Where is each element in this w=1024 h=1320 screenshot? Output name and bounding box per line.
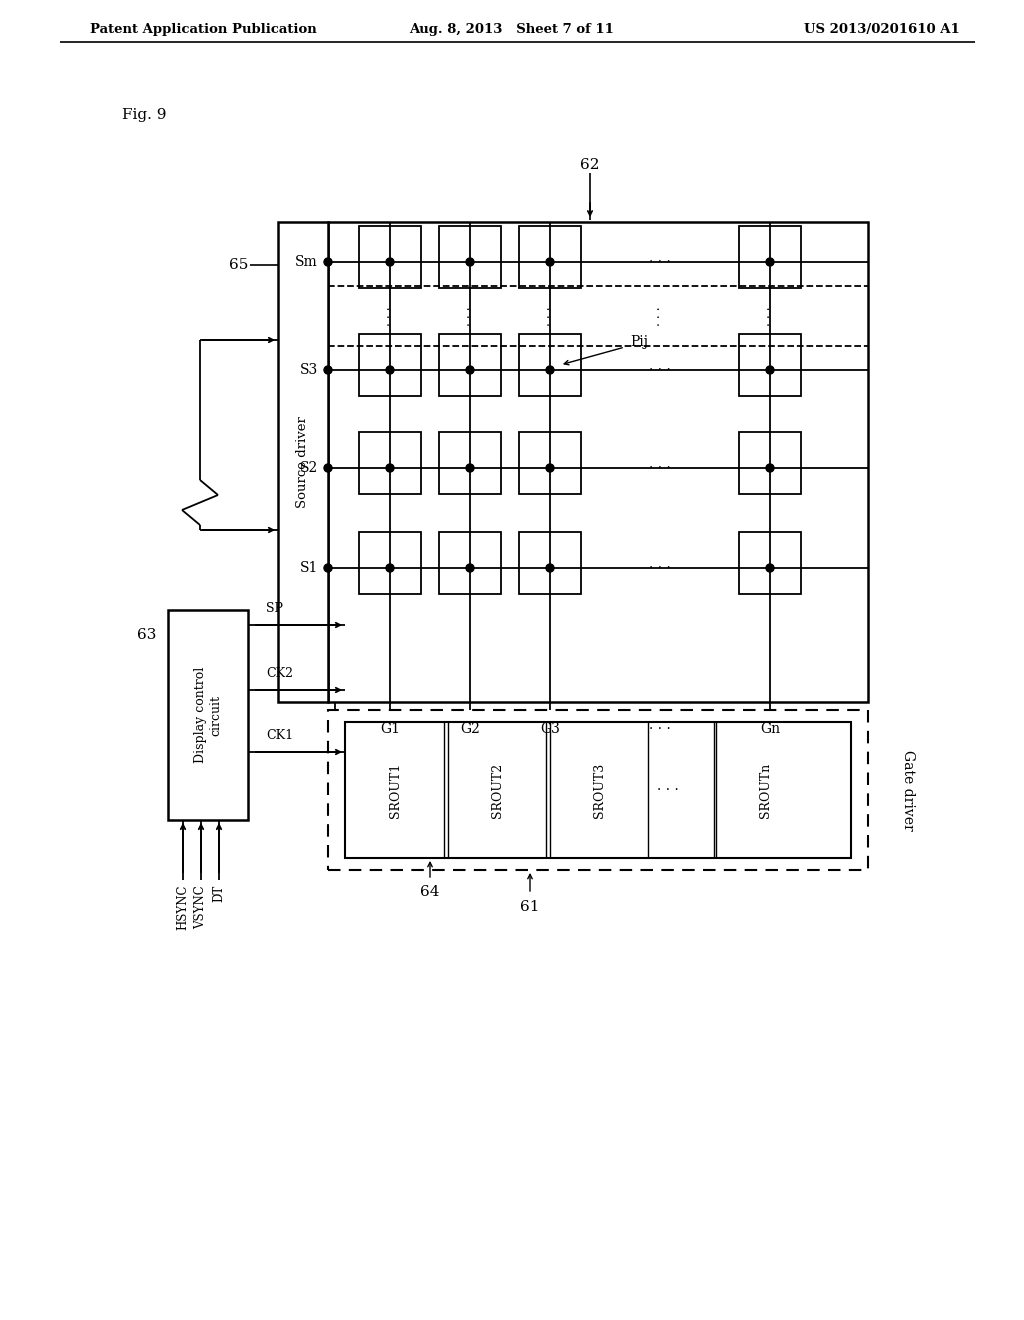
Bar	[519, 226, 581, 288]
Bar	[439, 532, 501, 594]
Bar	[328, 222, 868, 702]
Text: · · ·: · · ·	[544, 306, 556, 326]
Text: SROUT2: SROUT2	[490, 763, 504, 817]
Circle shape	[324, 465, 332, 473]
Text: CK1: CK1	[266, 729, 293, 742]
Bar	[359, 334, 421, 396]
Bar	[328, 710, 868, 870]
Text: S3: S3	[300, 363, 318, 378]
Circle shape	[766, 366, 774, 374]
Text: Sm: Sm	[295, 255, 318, 269]
Circle shape	[324, 564, 332, 572]
Text: DT: DT	[213, 884, 225, 903]
Text: Gn: Gn	[760, 722, 780, 737]
Text: G2: G2	[460, 722, 480, 737]
Text: · · ·: · · ·	[649, 722, 671, 737]
Text: Fig. 9: Fig. 9	[122, 108, 167, 121]
Circle shape	[324, 366, 332, 374]
Bar	[359, 226, 421, 288]
Text: 64: 64	[420, 884, 439, 899]
Circle shape	[766, 465, 774, 473]
Text: CK2: CK2	[266, 667, 293, 680]
Text: Display control
circuit: Display control circuit	[194, 667, 222, 763]
Text: · · ·: · · ·	[657, 783, 679, 797]
Circle shape	[324, 257, 332, 267]
Circle shape	[546, 465, 554, 473]
Text: SROUTn: SROUTn	[759, 763, 771, 817]
Circle shape	[546, 564, 554, 572]
Bar	[359, 532, 421, 594]
Text: 62: 62	[581, 158, 600, 172]
Bar	[519, 334, 581, 396]
Circle shape	[386, 465, 394, 473]
Text: 65: 65	[228, 257, 248, 272]
Text: 61: 61	[520, 900, 540, 913]
Circle shape	[386, 366, 394, 374]
Text: · · ·: · · ·	[653, 306, 667, 326]
Circle shape	[766, 564, 774, 572]
Text: · · ·: · · ·	[464, 306, 476, 326]
Bar	[739, 226, 801, 288]
Circle shape	[466, 465, 474, 473]
Text: HSYNC: HSYNC	[176, 884, 189, 931]
Text: Source driver: Source driver	[297, 416, 309, 508]
Bar	[345, 722, 851, 858]
Text: SP: SP	[266, 602, 283, 615]
Bar	[739, 532, 801, 594]
Text: US 2013/0201610 A1: US 2013/0201610 A1	[804, 24, 961, 37]
Text: Patent Application Publication: Patent Application Publication	[90, 24, 316, 37]
Bar	[359, 432, 421, 494]
Circle shape	[546, 366, 554, 374]
Bar	[439, 334, 501, 396]
Circle shape	[386, 257, 394, 267]
Bar	[439, 226, 501, 288]
Circle shape	[386, 564, 394, 572]
Text: G1: G1	[380, 722, 400, 737]
Text: · · ·: · · ·	[764, 306, 776, 326]
Text: · · ·: · · ·	[649, 461, 671, 475]
Text: · · ·: · · ·	[649, 561, 671, 576]
Circle shape	[466, 257, 474, 267]
Bar	[739, 334, 801, 396]
Circle shape	[466, 564, 474, 572]
Text: SROUT1: SROUT1	[388, 763, 401, 817]
Text: VSYNC: VSYNC	[195, 884, 208, 929]
Text: G3: G3	[540, 722, 560, 737]
Text: · · ·: · · ·	[384, 306, 396, 326]
Circle shape	[766, 257, 774, 267]
Bar	[519, 432, 581, 494]
Text: S2: S2	[300, 461, 318, 475]
Bar	[739, 432, 801, 494]
Text: · · ·: · · ·	[649, 363, 671, 378]
Text: Pij: Pij	[630, 335, 648, 348]
Text: Aug. 8, 2013   Sheet 7 of 11: Aug. 8, 2013 Sheet 7 of 11	[410, 24, 614, 37]
Text: · · ·: · · ·	[649, 255, 671, 269]
Circle shape	[466, 366, 474, 374]
Bar	[439, 432, 501, 494]
Text: SROUT3: SROUT3	[593, 763, 605, 817]
Bar	[168, 610, 248, 820]
Bar	[278, 222, 328, 702]
Circle shape	[546, 257, 554, 267]
Text: 63: 63	[136, 628, 156, 642]
Text: Gate driver: Gate driver	[901, 750, 915, 830]
Text: S1: S1	[300, 561, 318, 576]
Bar	[519, 532, 581, 594]
